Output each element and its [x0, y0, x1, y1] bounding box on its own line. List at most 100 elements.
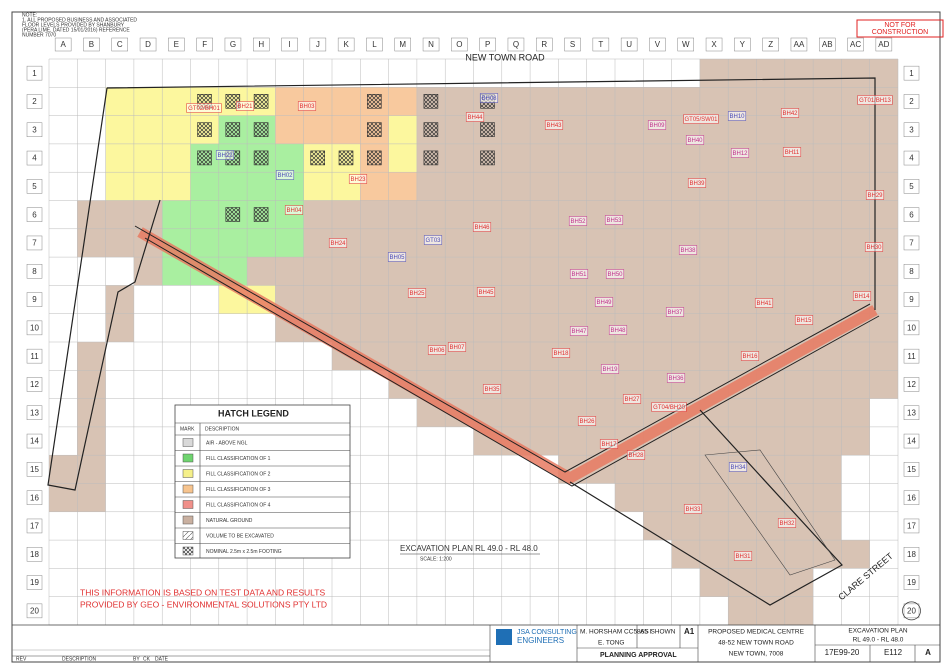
row-circle [902, 601, 921, 621]
column-label: B [89, 40, 94, 49]
row-tag [903, 94, 920, 109]
column-label: O [456, 40, 462, 49]
row-label: 4 [909, 154, 914, 163]
row-label: 7 [909, 239, 914, 248]
borehole-tag [626, 450, 646, 460]
borehole-tag [864, 242, 884, 252]
engineer: M. HORSHAM CC5865 I [580, 629, 652, 636]
borehole-tag [577, 416, 597, 426]
legend-item: NATURAL GROUND [206, 518, 253, 524]
column-label: AD [878, 40, 889, 49]
row-label: 18 [30, 550, 39, 559]
legend-header: MARK [180, 426, 195, 432]
footing [310, 150, 326, 166]
footing [225, 122, 241, 137]
borehole-tag [235, 101, 255, 111]
borehole-label: BH19 [602, 367, 618, 373]
borehole-tag [780, 108, 800, 118]
borehole-label: BH35 [484, 387, 500, 393]
borehole-label: BH41 [756, 301, 772, 307]
row-label: 14 [907, 437, 916, 446]
borehole-label: BH03 [299, 104, 315, 110]
column-label: Q [513, 40, 519, 49]
plan-scale: SCALE: 1:200 [420, 556, 452, 562]
borehole-label: BH37 [667, 310, 683, 316]
rev-header: DATE [155, 656, 169, 662]
row-tag [26, 320, 43, 336]
borehole-tag [728, 462, 748, 472]
row-tag [903, 377, 920, 392]
row-label: 20 [30, 606, 39, 615]
borehole-label: GT01/BH13 [859, 98, 891, 104]
row-label: 12 [30, 380, 39, 389]
row-tag [903, 207, 920, 222]
borehole-tag [666, 373, 686, 383]
borehole-label: BH42 [782, 111, 798, 117]
borehole-tag [754, 298, 774, 308]
borehole-label: BH47 [571, 329, 587, 335]
legend-swatch [182, 500, 194, 509]
borehole-label: GT03 [425, 238, 441, 244]
borehole-label: BH27 [624, 397, 640, 403]
footing [253, 94, 269, 109]
row-tag [903, 575, 920, 590]
column-label: T [598, 40, 603, 49]
stamp: NOT FOR [884, 22, 915, 29]
borehole-tag [569, 269, 589, 279]
borehole-tag [407, 288, 427, 298]
column-tag [677, 37, 694, 52]
row-label: 7 [32, 239, 37, 248]
note: (PERA LIME, DATED 15/01/2016) REFERENCE [22, 27, 130, 33]
row-label: 18 [907, 550, 916, 559]
borehole-tag [275, 170, 295, 180]
borehole-tag [447, 342, 467, 352]
legend-title: HATCH LEGEND [218, 408, 289, 418]
column-tag [592, 37, 610, 52]
company-name: JSA CONSULTING [517, 629, 577, 636]
column-tag [649, 37, 666, 52]
borehole-tag [733, 551, 753, 561]
legend-swatch [182, 469, 194, 478]
note: NOTE: [22, 12, 37, 18]
borehole-label: BH40 [687, 138, 703, 144]
column-label: I [288, 40, 290, 49]
borehole-label: BH49 [596, 300, 612, 306]
note: 1. ALL PROPOSED BUSINESS AND ASSOCIATED [22, 17, 137, 23]
borehole-tag [794, 315, 814, 325]
row-label: 3 [909, 125, 914, 134]
row-label: 13 [907, 408, 916, 417]
building-outline [704, 449, 836, 576]
column-tag [168, 37, 185, 52]
drawing-no: E112 [884, 648, 903, 657]
borehole-label: BH21 [237, 104, 253, 110]
borehole-tag [685, 135, 705, 145]
borehole-tag [594, 297, 614, 307]
grid-cell [77, 426, 106, 456]
row-tag [26, 377, 43, 392]
row-label: 2 [909, 97, 914, 106]
borehole-label: BH34 [730, 465, 746, 471]
row-tag [903, 235, 920, 251]
row-label: 9 [909, 295, 914, 304]
company-name: ENGINEERS [517, 636, 564, 645]
borehole-tag [569, 326, 589, 336]
column-label: R [541, 40, 547, 49]
legend-item: VOLUME TO BE EXCAVATED [206, 533, 274, 539]
borehole-tag [857, 95, 893, 105]
street-name: NEW TOWN ROAD [465, 52, 545, 62]
status: PLANNING APPROVAL [600, 652, 677, 659]
borehole-label: BH52 [570, 219, 586, 225]
disclaimer: PROVIDED BY GEO - ENVIRONMENTAL SOLUTION… [80, 599, 327, 609]
column-tag [224, 37, 242, 52]
grid-cell [388, 115, 417, 144]
row-label: 11 [30, 352, 39, 361]
drawing-title: EXCAVATION PLAN [848, 628, 908, 635]
row-tag [26, 150, 43, 166]
labels: A B C D E F G H I J K L M N O P Q R S T U V W X Y Z AA AB AC AD1 12 23 3… [26, 37, 920, 619]
borehole-label: BH24 [330, 241, 346, 247]
column-label: D [145, 40, 151, 49]
plan-title: EXCAVATION PLAN RL 49.0 - RL 48.0 [400, 544, 538, 553]
row-label: 5 [909, 182, 914, 191]
column-label: AA [794, 40, 805, 49]
row-tag [26, 462, 43, 477]
